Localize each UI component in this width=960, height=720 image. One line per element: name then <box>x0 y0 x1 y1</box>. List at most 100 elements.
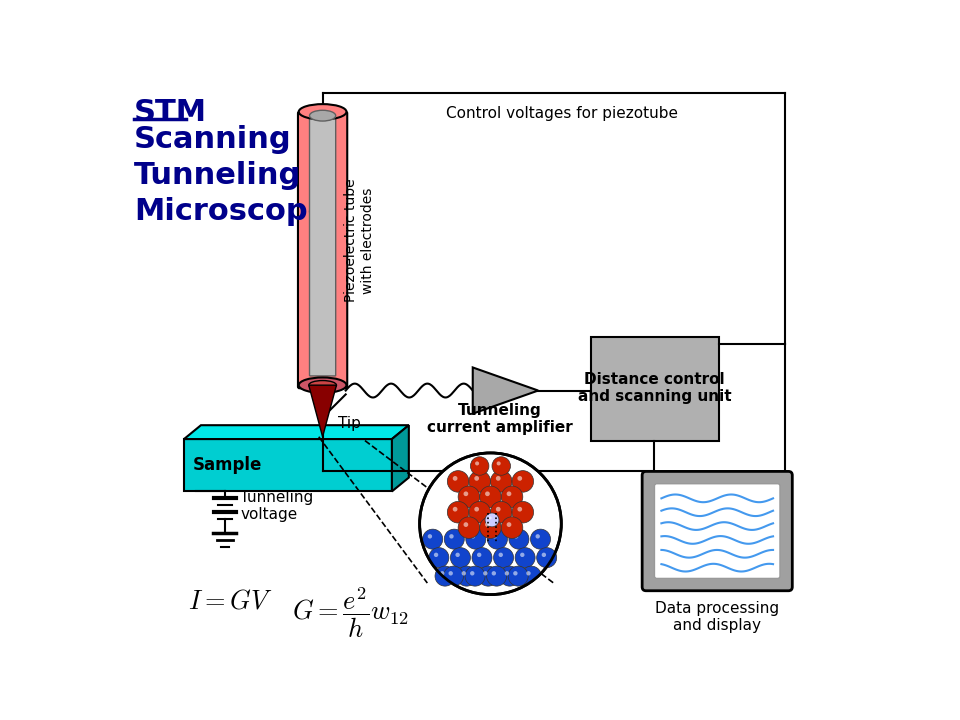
Text: $G = \dfrac{e^2}{h} w_{12}$: $G = \dfrac{e^2}{h} w_{12}$ <box>292 585 409 640</box>
Polygon shape <box>392 426 409 492</box>
FancyBboxPatch shape <box>298 112 348 388</box>
Text: Sample: Sample <box>193 456 263 474</box>
Circle shape <box>453 507 458 512</box>
Circle shape <box>447 501 468 523</box>
Circle shape <box>470 456 489 475</box>
Circle shape <box>429 548 449 567</box>
Text: STM: STM <box>134 98 207 127</box>
Circle shape <box>487 566 507 586</box>
Circle shape <box>470 534 475 539</box>
Circle shape <box>470 571 474 575</box>
Text: Scanning
Tunneling
Microscope: Scanning Tunneling Microscope <box>134 125 328 225</box>
Circle shape <box>492 571 496 575</box>
Circle shape <box>444 566 464 586</box>
Circle shape <box>500 566 519 586</box>
Circle shape <box>462 571 466 575</box>
Text: Tunneling
voltage: Tunneling voltage <box>240 490 314 522</box>
Circle shape <box>517 476 522 481</box>
Circle shape <box>453 476 458 481</box>
Circle shape <box>440 571 444 575</box>
Ellipse shape <box>299 104 347 120</box>
Circle shape <box>505 571 509 575</box>
Circle shape <box>488 529 508 549</box>
Circle shape <box>507 522 512 527</box>
Ellipse shape <box>309 381 336 390</box>
Text: Tip: Tip <box>338 416 361 431</box>
Circle shape <box>512 471 534 492</box>
FancyBboxPatch shape <box>590 337 719 441</box>
Circle shape <box>466 529 486 549</box>
Text: Control voltages for piezotube: Control voltages for piezotube <box>445 106 678 121</box>
Circle shape <box>480 517 501 539</box>
Circle shape <box>458 486 480 508</box>
Circle shape <box>501 486 523 508</box>
Circle shape <box>507 492 512 496</box>
Circle shape <box>475 462 479 465</box>
Circle shape <box>492 534 496 539</box>
FancyBboxPatch shape <box>309 117 336 376</box>
Circle shape <box>520 553 524 557</box>
Circle shape <box>485 492 490 496</box>
Circle shape <box>485 522 490 527</box>
Circle shape <box>478 566 498 586</box>
Circle shape <box>455 553 460 557</box>
Circle shape <box>496 462 501 465</box>
Circle shape <box>464 522 468 527</box>
Circle shape <box>464 492 468 496</box>
Circle shape <box>422 529 443 549</box>
Circle shape <box>509 529 529 549</box>
Circle shape <box>496 507 500 512</box>
Circle shape <box>493 548 514 567</box>
Circle shape <box>516 548 535 567</box>
Circle shape <box>450 548 470 567</box>
Circle shape <box>428 534 432 539</box>
Polygon shape <box>472 367 539 414</box>
Circle shape <box>448 571 453 575</box>
Polygon shape <box>309 385 336 437</box>
Circle shape <box>492 456 511 475</box>
FancyBboxPatch shape <box>655 484 780 578</box>
Circle shape <box>485 513 499 527</box>
Circle shape <box>458 517 480 539</box>
Circle shape <box>449 534 454 539</box>
Circle shape <box>434 553 439 557</box>
Circle shape <box>474 507 479 512</box>
Polygon shape <box>184 426 409 439</box>
Circle shape <box>498 553 503 557</box>
Circle shape <box>468 501 491 523</box>
Text: $I = GV$: $I = GV$ <box>188 588 273 614</box>
Text: Piezoelectric tube
with electrodes: Piezoelectric tube with electrodes <box>345 179 374 302</box>
Circle shape <box>517 507 522 512</box>
Text: Data processing
and display: Data processing and display <box>655 600 779 633</box>
Circle shape <box>508 566 528 586</box>
Circle shape <box>491 501 512 523</box>
Circle shape <box>526 571 531 575</box>
Circle shape <box>496 476 500 481</box>
Circle shape <box>531 529 550 549</box>
Circle shape <box>420 453 562 595</box>
Circle shape <box>521 566 541 586</box>
Circle shape <box>491 471 512 492</box>
Circle shape <box>514 571 517 575</box>
Circle shape <box>468 471 491 492</box>
Circle shape <box>489 516 492 520</box>
Circle shape <box>477 553 481 557</box>
Text: Distance control
and scanning unit: Distance control and scanning unit <box>578 372 732 405</box>
Circle shape <box>447 471 468 492</box>
Circle shape <box>472 548 492 567</box>
Circle shape <box>465 566 485 586</box>
Circle shape <box>537 548 557 567</box>
Circle shape <box>444 529 465 549</box>
Circle shape <box>474 476 479 481</box>
Circle shape <box>483 571 488 575</box>
Circle shape <box>541 553 546 557</box>
Text: Tunneling
current amplifier: Tunneling current amplifier <box>427 402 572 435</box>
Polygon shape <box>184 439 392 492</box>
FancyBboxPatch shape <box>642 472 792 590</box>
Circle shape <box>514 534 518 539</box>
Ellipse shape <box>309 110 336 121</box>
Circle shape <box>512 501 534 523</box>
Circle shape <box>480 486 501 508</box>
Circle shape <box>501 517 523 539</box>
Ellipse shape <box>299 377 347 393</box>
